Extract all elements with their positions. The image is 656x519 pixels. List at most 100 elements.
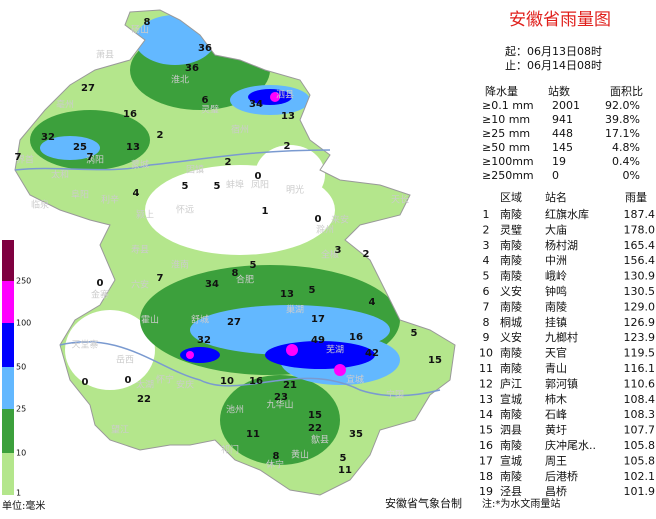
place-name: 怀远 [176, 204, 194, 216]
ranking-cell: 南陵 [500, 439, 522, 452]
ranking-cell: 庐江 [500, 376, 522, 390]
place-name: 临泉 [31, 199, 49, 211]
rain-value: 5 [250, 260, 257, 271]
title: 安徽省雨量图 [509, 10, 611, 30]
ranking-cell: 110.6 [624, 377, 656, 390]
rain-value: 4 [133, 188, 140, 199]
ranking-cell: 泗县 [500, 424, 522, 437]
stats-cell: 448 [552, 127, 573, 140]
rain-value: 16 [249, 376, 263, 387]
place-name: 祁门 [221, 444, 239, 456]
place-name: 霍山 [141, 315, 159, 326]
ranking-cell: 九榔村 [545, 330, 578, 344]
place-name: 界首 [16, 154, 34, 166]
ranking-cell: 3 [483, 239, 490, 252]
place-name: 萧县 [96, 49, 114, 61]
rain-value: 21 [283, 380, 297, 391]
ranking-cell: 4 [483, 254, 490, 267]
place-name: 涡阳 [86, 155, 104, 166]
place-name: 利辛 [101, 194, 119, 206]
map-fill [15, 10, 455, 495]
ranking-cell: 宣城 [500, 453, 522, 467]
rain-value: 0 [315, 214, 322, 225]
rain-value: 36 [198, 43, 212, 54]
rain-value: 35 [349, 429, 363, 440]
ranking-cell: 桐城 [500, 315, 522, 329]
ranking-cell: 12 [479, 377, 493, 390]
rain-value: 23 [274, 392, 288, 403]
place-name: 怀宁 [156, 374, 174, 386]
ranking-cell: 南陵 [500, 347, 522, 360]
ranking-cell: 郭河镇 [545, 376, 578, 390]
legend-swatch [2, 409, 14, 453]
ranking-cell: 101.9 [624, 485, 656, 498]
rain-value: 49 [311, 335, 325, 346]
rain-value: 3 [335, 245, 342, 256]
place-name: 灵璧 [201, 104, 219, 116]
ranking-cell: 105.8 [624, 439, 656, 452]
stats-cell: 19 [552, 155, 566, 168]
place-name: 来安 [331, 214, 349, 226]
rain-value: 34 [205, 279, 219, 290]
rain-value: 15 [428, 355, 442, 366]
place-name: 九华山 [266, 399, 293, 411]
rain-value: 6 [202, 95, 209, 106]
place-name: 望江 [111, 424, 129, 436]
ranking-cell: 11 [479, 362, 493, 375]
stats-cell: 0 [552, 169, 559, 182]
place-name: 淮南 [171, 259, 189, 271]
stats-cell: ≥250mm [482, 169, 534, 182]
stats-cell: 2001 [552, 99, 580, 112]
ranking-cell: 1 [483, 208, 490, 221]
place-name: 合肥 [236, 274, 254, 286]
stats-cell: ≥50 mm [482, 141, 530, 154]
place-name: 天堂寨 [71, 339, 98, 351]
place-name: 淮北 [171, 75, 189, 86]
ranking-cell: 7 [483, 300, 490, 313]
stats-cell: ≥0.1 mm [482, 99, 534, 112]
rain-value: 5 [340, 453, 347, 464]
ranking-cell: 108.4 [624, 393, 656, 406]
place-name: 泗县 [276, 90, 294, 101]
ranking-cell: 庆冲尾水.. [545, 438, 596, 452]
rain-value: 8 [144, 17, 151, 28]
place-name: 六安 [131, 279, 149, 291]
rain-value: 5 [411, 328, 418, 339]
rain-value: 1 [262, 206, 269, 217]
ranking-cell: 13 [479, 393, 493, 406]
ranking-cell: 后港桥 [545, 470, 578, 483]
ranking-cell: 宣城 [500, 392, 522, 406]
note: 注:*为水文雨量站 [482, 497, 560, 510]
ranking-cell: 2 [483, 223, 490, 236]
place-name: 阜阳 [71, 189, 89, 201]
ranking-cell: 107.7 [624, 424, 656, 437]
river [14, 149, 331, 171]
place-name: 凤阳 [251, 180, 269, 191]
rain-value: 22 [137, 394, 151, 405]
ranking-cell: 105.8 [624, 454, 656, 467]
ranking-cell: 挂镇 [545, 315, 567, 329]
ranking-cell: 青山 [545, 362, 567, 375]
ranking-cell: 178.0 [624, 223, 656, 236]
rain-value: 5 [214, 181, 221, 192]
stats-header: 降水量 [485, 84, 518, 98]
ranking-cell: 南陵 [500, 254, 522, 267]
ranking-cell: 5 [483, 270, 490, 283]
place-name: 蚌埠 [226, 179, 244, 191]
ranking-cell: 16 [479, 439, 493, 452]
rain-value: 32 [41, 132, 55, 143]
rain-value: 11 [338, 465, 352, 476]
rain-value: 0 [97, 278, 104, 289]
rain-value: 4 [369, 297, 376, 308]
rain-value: 5 [309, 285, 316, 296]
ranking-cell: 南陵 [500, 470, 522, 483]
ranking-cell: 义安 [500, 284, 522, 298]
place-name: 宿州 [231, 124, 249, 136]
ranking-cell: 天官 [545, 346, 567, 360]
place-name: 蒙城 [131, 159, 149, 171]
stats-header: 站数 [548, 84, 570, 98]
ranking-cell: 19 [479, 485, 493, 498]
stats-cell: 941 [552, 113, 573, 126]
place-name: 颍上 [136, 209, 154, 221]
place-name: 池州 [226, 404, 244, 416]
